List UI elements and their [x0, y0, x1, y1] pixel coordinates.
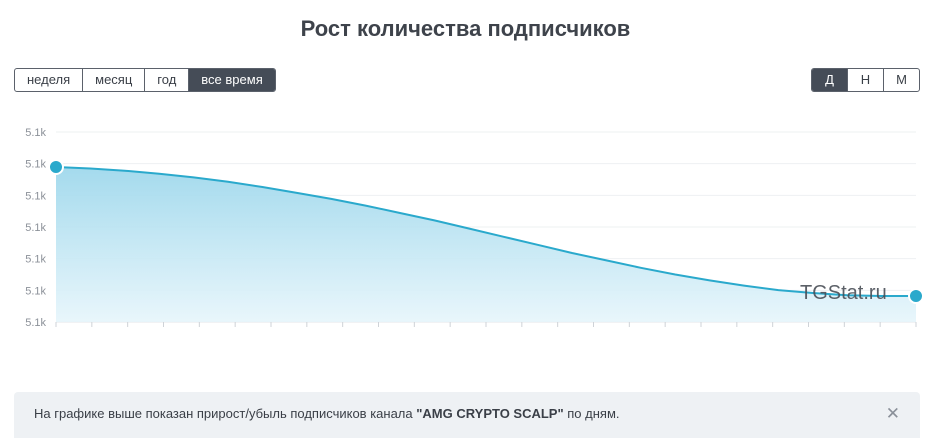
granularity-day-button[interactable]: Д	[812, 69, 848, 91]
y-tick-label: 5.1k	[25, 254, 46, 266]
granularity-selector: Д Н М	[811, 68, 920, 92]
info-text: На графике выше показан прирост/убыль по…	[34, 406, 620, 421]
granularity-month-button[interactable]: М	[896, 72, 907, 87]
close-icon[interactable]: ✕	[885, 404, 900, 423]
info-suffix: по дням.	[563, 406, 620, 421]
series-start-point	[48, 159, 64, 175]
y-tick-label: 5.1k	[25, 222, 46, 234]
period-year-button[interactable]: год	[145, 69, 190, 91]
y-tick-label: 5.1k	[25, 127, 46, 139]
chart-svg: 5.1k 5.1k 5.1k 5.1k 5.1k 5.1k 5.1k	[25, 127, 924, 329]
subscriber-chart: 5.1k 5.1k 5.1k 5.1k 5.1k 5.1k 5.1k	[0, 110, 931, 340]
page-title: Рост количества подписчиков	[300, 16, 631, 41]
period-selector: неделя месяц год все время	[14, 68, 276, 92]
info-prefix: На графике выше показан прирост/убыль по…	[34, 406, 417, 421]
watermark: TGStat.ru	[800, 282, 887, 304]
series-end-point	[908, 288, 924, 304]
y-tick-label: 5.1k	[25, 190, 46, 202]
period-week-button[interactable]: неделя	[15, 69, 84, 91]
info-channel-name: "AMG CRYPTO SCALP"	[416, 406, 564, 421]
series-line	[55, 166, 916, 297]
period-month-button[interactable]: месяц	[83, 69, 146, 91]
y-tick-label: 5.1k	[25, 317, 46, 329]
y-tick-label: 5.1k	[25, 159, 46, 171]
y-tick-label: 5.1k	[25, 285, 46, 297]
granularity-week-button[interactable]: Н	[848, 69, 884, 91]
info-bar: На графике выше показан прирост/убыль по…	[14, 392, 920, 438]
period-all-time-button[interactable]: все время	[189, 69, 275, 91]
series-area	[56, 167, 916, 322]
